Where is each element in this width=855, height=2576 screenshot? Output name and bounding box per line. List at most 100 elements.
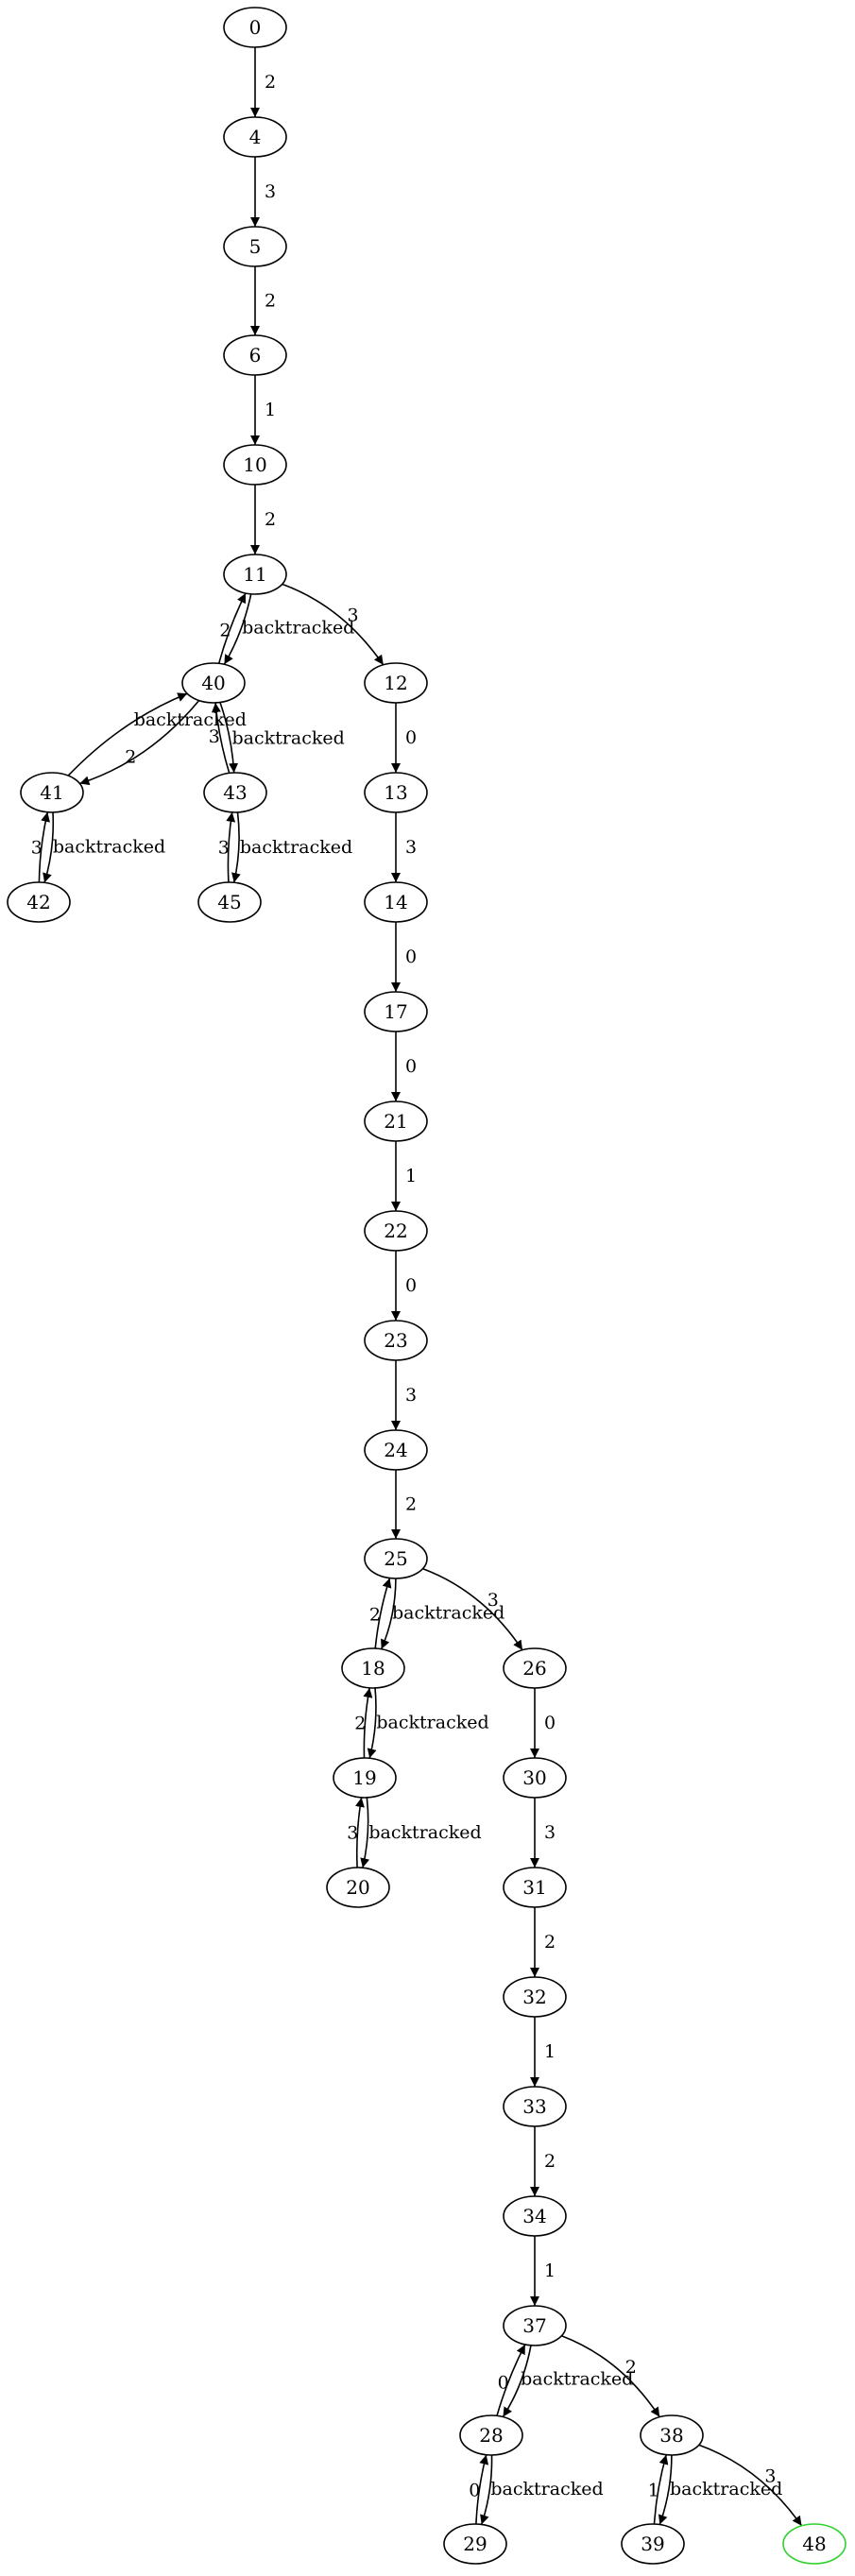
edge-label-4-to-5: 3	[265, 181, 276, 202]
edge-label-37-to-38: 2	[625, 2357, 637, 2378]
node-shape	[503, 2195, 567, 2237]
node-23: 23	[364, 1320, 428, 1361]
node-label: 41	[40, 781, 63, 804]
edge-label-13-to-14: 3	[405, 837, 417, 858]
node-shape	[503, 1976, 567, 2018]
edge-label-10-to-11: 2	[265, 509, 276, 530]
node-label: 43	[223, 781, 247, 804]
node-22: 22	[364, 1210, 428, 1252]
edge-label-0-to-4: 2	[265, 72, 276, 93]
node-label: 17	[384, 1000, 407, 1023]
edge-label-41-to-40: backtracked	[134, 709, 247, 730]
goal-node-shape	[782, 2523, 846, 2565]
node-label: 14	[384, 891, 407, 913]
node-shape	[503, 2305, 567, 2346]
edge-label-18-to-19: 2	[354, 1713, 366, 1733]
node-label: 31	[522, 1876, 546, 1899]
edge-label-29-to-28: backtracked	[490, 2479, 603, 2499]
node-shape	[223, 226, 287, 267]
node-label: 42	[26, 891, 50, 913]
node-11: 11	[223, 554, 287, 595]
edge-label-21-to-22: 1	[405, 1166, 417, 1186]
node-41: 41	[20, 772, 84, 813]
edge-11-to-12	[282, 583, 385, 666]
node-label: 19	[352, 1766, 376, 1789]
edge-label-12-to-13: 0	[405, 727, 417, 748]
edge-28-to-37	[496, 2344, 526, 2416]
edge-label-17-to-21: 0	[405, 1056, 417, 1077]
edge-42-to-41	[38, 811, 50, 883]
node-label: 32	[522, 1986, 546, 2008]
node-shape	[223, 554, 287, 595]
node-label: 38	[659, 2424, 683, 2447]
node-0: 0	[223, 7, 287, 48]
edge-label-24-to-25: 2	[405, 1494, 417, 1515]
node-label: 28	[479, 2424, 503, 2447]
node-label: 12	[384, 672, 407, 694]
node-label: 26	[522, 1657, 546, 1680]
edge-41-to-40	[67, 692, 188, 776]
node-label: 30	[522, 1766, 546, 1789]
edge-label-34-to-37: 1	[544, 2260, 556, 2281]
edge-label-38-to-39: 1	[648, 2481, 659, 2501]
edge-45-to-43	[226, 811, 236, 883]
edge-19-to-20	[360, 1797, 370, 1868]
node-13: 13	[364, 772, 428, 813]
edge-40-to-41	[79, 700, 200, 786]
edge-29-to-28	[475, 2454, 489, 2525]
node-shape	[223, 116, 287, 158]
node-label: 37	[522, 2314, 546, 2337]
edge-28-to-29	[480, 2454, 493, 2525]
edge-label-32-to-33: 1	[544, 2041, 556, 2062]
node-28: 28	[459, 2414, 523, 2456]
node-label: 13	[384, 781, 407, 804]
edge-label-28-to-37: backtracked	[521, 2369, 633, 2390]
node-shape	[640, 2414, 704, 2456]
node-label: 4	[249, 126, 262, 148]
edge-label-19-to-18: backtracked	[376, 1713, 488, 1733]
node-label: 20	[346, 1876, 369, 1899]
edge-label-22-to-23: 0	[405, 1275, 417, 1296]
node-20: 20	[326, 1867, 390, 1908]
node-24: 24	[364, 1429, 428, 1471]
node-shape	[7, 881, 71, 923]
node-shape	[223, 7, 287, 48]
node-shape	[364, 881, 428, 923]
edge-20-to-19	[355, 1797, 365, 1868]
node-48: 48	[782, 2523, 846, 2565]
edge-18-to-19	[367, 1687, 377, 1759]
node-label: 23	[384, 1329, 407, 1352]
edge-11-to-40	[223, 593, 252, 665]
node-12: 12	[364, 662, 428, 704]
node-shape	[364, 1320, 428, 1361]
node-5: 5	[223, 226, 287, 267]
node-45: 45	[197, 881, 262, 923]
node-label: 25	[384, 1547, 407, 1570]
edge-38-to-48	[698, 2444, 803, 2527]
node-40: 40	[181, 662, 246, 704]
node-33: 33	[503, 2086, 567, 2127]
node-shape	[333, 1757, 397, 1799]
node-39: 39	[621, 2523, 685, 2565]
node-10: 10	[223, 444, 287, 486]
node-shape	[503, 1867, 567, 1908]
node-label: 0	[249, 16, 262, 39]
node-shape	[364, 991, 428, 1032]
edge-label-40-to-43: 3	[209, 726, 220, 747]
edge-label-18-to-25: backtracked	[392, 1602, 504, 1623]
edge-25-to-18	[380, 1578, 397, 1650]
node-shape	[364, 662, 428, 704]
edge-43-to-40	[211, 702, 231, 774]
node-6: 6	[223, 334, 287, 376]
edge-label-31-to-32: 2	[544, 1932, 556, 1953]
node-label: 24	[384, 1439, 407, 1461]
node-shape	[197, 881, 262, 923]
node-21: 21	[364, 1100, 428, 1142]
edge-37-to-38	[561, 2334, 660, 2418]
node-label: 45	[217, 891, 241, 913]
node-label: 48	[802, 2533, 826, 2555]
edge-label-30-to-31: 3	[544, 1822, 556, 1843]
